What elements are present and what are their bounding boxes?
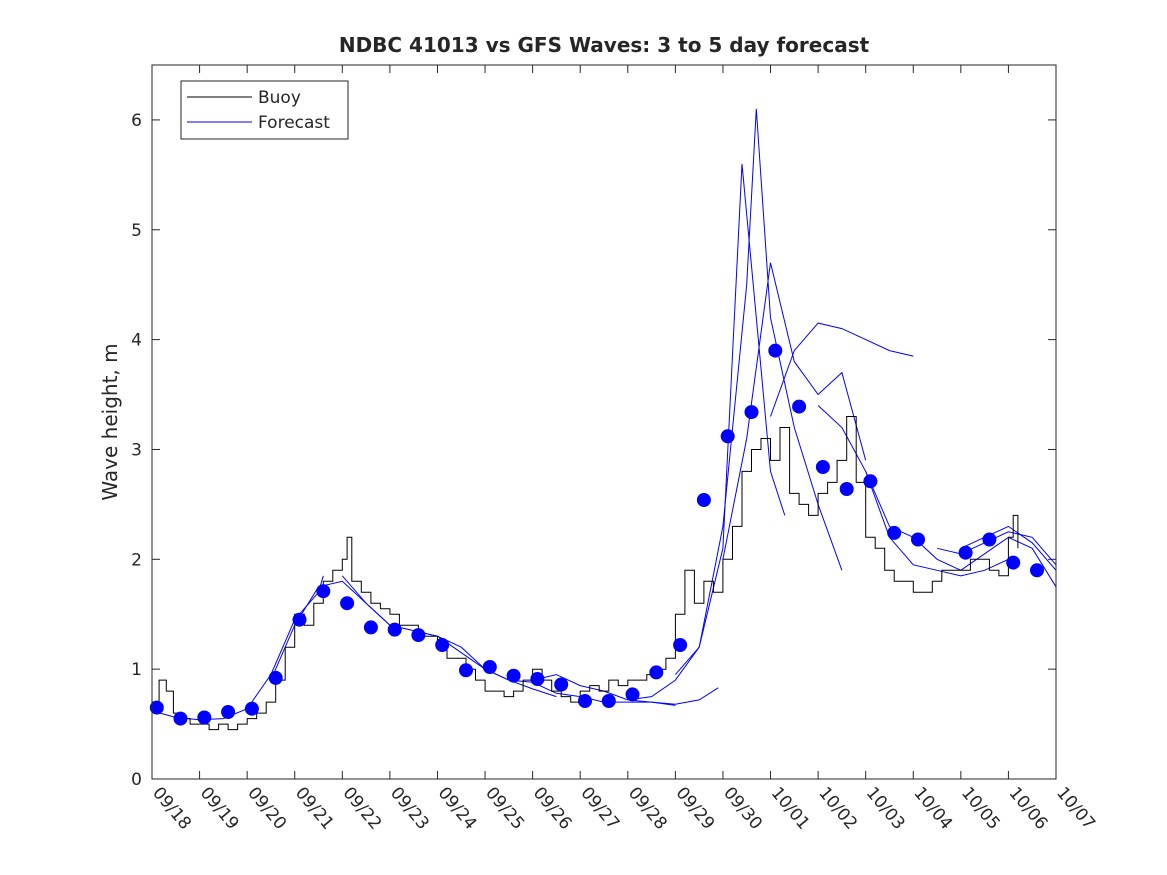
forecast-marker [887, 525, 902, 540]
forecast-marker [411, 628, 426, 643]
forecast-marker [696, 493, 711, 507]
forecast-marker [363, 620, 378, 635]
legend-buoy-label: Buoy [258, 88, 301, 108]
forecast-series-line [437, 635, 676, 706]
forecast-marker [197, 710, 212, 725]
forecast-marker [459, 663, 473, 678]
forecast-marker [149, 700, 164, 715]
forecast-marker [506, 668, 521, 683]
forecast-series-line [960, 525, 1057, 571]
chart-title: NDBC 41013 vs GFS Waves: 3 to 5 day fore… [339, 33, 870, 57]
forecast-marker [292, 612, 307, 627]
y-tick-label: 5 [131, 221, 142, 241]
forecast-marker [244, 701, 259, 716]
y-tick-label: 2 [131, 550, 142, 570]
forecast-marker [673, 638, 688, 652]
y-tick-label: 1 [131, 660, 142, 680]
forecast-series-line [770, 322, 914, 417]
forecast-marker [221, 705, 236, 719]
y-axis-label: Wave height, m [98, 343, 122, 500]
y-tick-label: 4 [131, 331, 142, 351]
forecast-series-line [627, 163, 786, 701]
legend-box [180, 80, 349, 140]
forecast-marker [792, 399, 807, 414]
forecast-marker [720, 429, 735, 444]
y-tick-label: 3 [131, 440, 142, 460]
forecast-marker [1006, 555, 1021, 570]
forecast-marker [839, 482, 854, 496]
forecast-series-line [675, 108, 843, 675]
forecast-marker [435, 638, 450, 652]
forecast-marker [982, 532, 997, 547]
legend: Buoy Forecast [180, 80, 349, 140]
forecast-series-line [936, 531, 1057, 566]
forecast-marker [768, 343, 783, 358]
forecast-marker [554, 677, 569, 692]
forecast-marker [815, 460, 830, 474]
forecast-series-line [817, 405, 1009, 577]
forecast-marker [744, 405, 759, 420]
y-tick-label: 6 [131, 111, 142, 131]
y-tick-label: 0 [131, 770, 142, 790]
forecast-marker [316, 584, 331, 599]
forecast-marker [530, 672, 545, 686]
forecast-marker [863, 474, 878, 489]
forecast-marker [268, 670, 283, 685]
legend-forecast-label: Forecast [258, 113, 330, 133]
forecast-marker [601, 694, 616, 708]
forecast-marker [911, 532, 925, 547]
forecast-marker [482, 660, 497, 674]
forecast-marker [387, 622, 402, 637]
forecast-series-line [341, 575, 557, 698]
forecast-marker [958, 545, 973, 560]
forecast-marker [625, 687, 640, 702]
plot-frame [151, 64, 1057, 780]
forecast-marker [578, 694, 592, 708]
plot-area [152, 65, 1056, 779]
forecast-marker [1030, 563, 1044, 578]
forecast-marker [173, 711, 188, 726]
forecast-markers [149, 343, 1044, 726]
forecast-marker [340, 596, 355, 611]
forecast-series-line [722, 262, 867, 560]
forecast-marker [649, 665, 664, 680]
